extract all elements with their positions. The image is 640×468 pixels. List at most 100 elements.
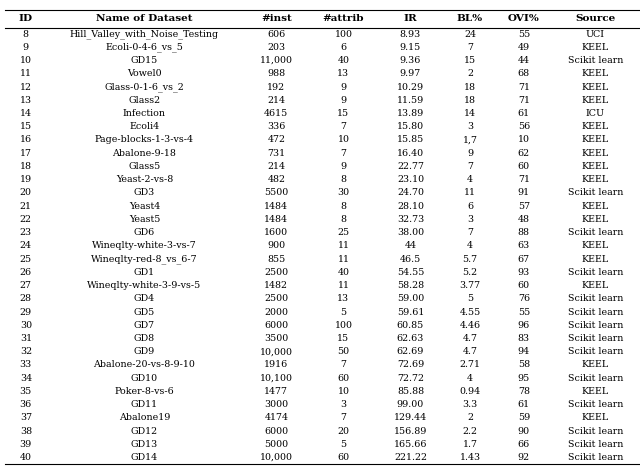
Text: 6: 6 — [467, 202, 473, 211]
Text: KEEL: KEEL — [582, 43, 609, 52]
Text: 9: 9 — [340, 96, 346, 105]
Text: 22.77: 22.77 — [397, 162, 424, 171]
Text: 10: 10 — [518, 136, 530, 145]
Text: 2.2: 2.2 — [463, 427, 477, 436]
Text: 62.63: 62.63 — [397, 334, 424, 343]
Text: Name of Dataset: Name of Dataset — [96, 15, 193, 23]
Text: 18: 18 — [20, 162, 32, 171]
Text: GD12: GD12 — [131, 427, 158, 436]
Text: 94: 94 — [518, 347, 530, 356]
Text: Abalone-9-18: Abalone-9-18 — [113, 149, 177, 158]
Text: 13.89: 13.89 — [397, 109, 424, 118]
Text: GD9: GD9 — [134, 347, 155, 356]
Text: 32: 32 — [20, 347, 32, 356]
Text: 10.29: 10.29 — [397, 82, 424, 92]
Text: 37: 37 — [20, 413, 32, 423]
Text: Wineqlty-white-3-vs-7: Wineqlty-white-3-vs-7 — [92, 241, 197, 250]
Text: KEEL: KEEL — [582, 162, 609, 171]
Text: 35: 35 — [20, 387, 32, 396]
Text: KEEL: KEEL — [582, 281, 609, 290]
Text: #inst: #inst — [261, 15, 292, 23]
Text: KEEL: KEEL — [582, 215, 609, 224]
Text: 9: 9 — [340, 162, 346, 171]
Text: GD15: GD15 — [131, 56, 158, 65]
Text: Yeast-2-vs-8: Yeast-2-vs-8 — [116, 175, 173, 184]
Text: 8: 8 — [340, 202, 346, 211]
Text: 78: 78 — [518, 387, 530, 396]
Text: Wineqlty-red-8_vs_6-7: Wineqlty-red-8_vs_6-7 — [91, 254, 198, 264]
Text: Scikit learn: Scikit learn — [568, 56, 623, 65]
Text: 24.70: 24.70 — [397, 189, 424, 197]
Text: Glass2: Glass2 — [129, 96, 161, 105]
Text: 40: 40 — [20, 453, 32, 462]
Text: KEEL: KEEL — [582, 413, 609, 423]
Text: 3.77: 3.77 — [460, 281, 481, 290]
Text: 39: 39 — [20, 440, 32, 449]
Text: Scikit learn: Scikit learn — [568, 440, 623, 449]
Text: KEEL: KEEL — [582, 149, 609, 158]
Text: 7: 7 — [340, 360, 346, 370]
Text: Scikit learn: Scikit learn — [568, 189, 623, 197]
Text: 129.44: 129.44 — [394, 413, 427, 423]
Text: 99.00: 99.00 — [397, 400, 424, 409]
Text: 13: 13 — [337, 294, 349, 303]
Text: 72.69: 72.69 — [397, 360, 424, 370]
Text: 11: 11 — [337, 241, 349, 250]
Text: 2000: 2000 — [264, 307, 289, 316]
Text: 5000: 5000 — [264, 440, 289, 449]
Text: 5500: 5500 — [264, 189, 289, 197]
Text: 62: 62 — [518, 149, 530, 158]
Text: 60: 60 — [337, 453, 349, 462]
Text: 10,000: 10,000 — [260, 453, 293, 462]
Text: 15.85: 15.85 — [397, 136, 424, 145]
Text: KEEL: KEEL — [582, 96, 609, 105]
Text: 60: 60 — [518, 281, 530, 290]
Text: 5: 5 — [340, 307, 346, 316]
Text: 21: 21 — [20, 202, 32, 211]
Text: Wineqlty-white-3-9-vs-5: Wineqlty-white-3-9-vs-5 — [88, 281, 202, 290]
Text: Ecoli-0-4-6_vs_5: Ecoli-0-4-6_vs_5 — [106, 43, 184, 52]
Text: 50: 50 — [337, 347, 349, 356]
Text: 54.55: 54.55 — [397, 268, 424, 277]
Text: 96: 96 — [518, 321, 530, 330]
Text: 15: 15 — [337, 334, 349, 343]
Text: 61: 61 — [518, 400, 530, 409]
Text: Source: Source — [575, 15, 616, 23]
Text: 3000: 3000 — [264, 400, 289, 409]
Text: 67: 67 — [518, 255, 530, 263]
Text: 12: 12 — [20, 82, 32, 92]
Text: 92: 92 — [518, 453, 530, 462]
Text: 8: 8 — [340, 175, 346, 184]
Text: 8: 8 — [23, 29, 29, 39]
Text: Yeast5: Yeast5 — [129, 215, 160, 224]
Text: 7: 7 — [340, 122, 346, 131]
Text: 336: 336 — [267, 122, 285, 131]
Text: 61: 61 — [518, 109, 530, 118]
Text: 71: 71 — [518, 82, 530, 92]
Text: 49: 49 — [518, 43, 530, 52]
Text: 25: 25 — [20, 255, 32, 263]
Text: 44: 44 — [518, 56, 530, 65]
Text: 4: 4 — [467, 374, 473, 383]
Text: 7: 7 — [467, 43, 473, 52]
Text: Abalone19: Abalone19 — [119, 413, 170, 423]
Text: 4.7: 4.7 — [463, 334, 477, 343]
Text: 988: 988 — [268, 69, 285, 78]
Text: 472: 472 — [268, 136, 285, 145]
Text: 3: 3 — [467, 215, 473, 224]
Text: ICU: ICU — [586, 109, 605, 118]
Text: 15: 15 — [20, 122, 32, 131]
Text: KEEL: KEEL — [582, 175, 609, 184]
Text: 38: 38 — [20, 427, 32, 436]
Text: 19: 19 — [20, 175, 32, 184]
Text: 3.3: 3.3 — [462, 400, 477, 409]
Text: 8: 8 — [340, 215, 346, 224]
Text: 9: 9 — [340, 82, 346, 92]
Text: 7: 7 — [467, 162, 473, 171]
Text: Scikit learn: Scikit learn — [568, 347, 623, 356]
Text: 0.94: 0.94 — [460, 387, 481, 396]
Text: 59.61: 59.61 — [397, 307, 424, 316]
Text: 6000: 6000 — [264, 427, 289, 436]
Text: Ecoli4: Ecoli4 — [129, 122, 159, 131]
Text: 58: 58 — [518, 360, 530, 370]
